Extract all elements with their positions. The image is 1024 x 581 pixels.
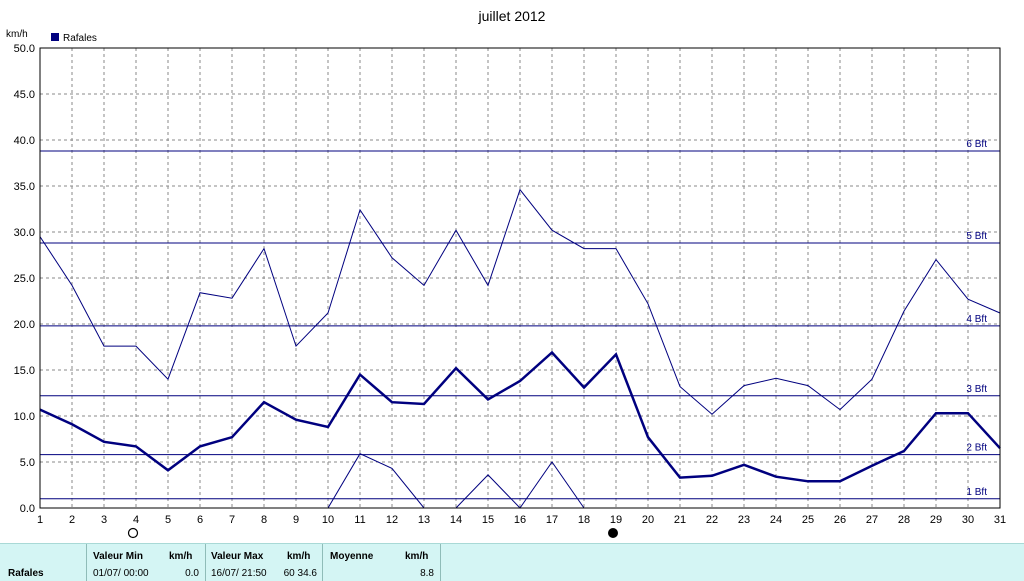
x-tick-label: 16	[514, 514, 526, 526]
y-tick-label: 35.0	[14, 181, 35, 193]
x-tick-label: 20	[642, 514, 654, 526]
series-line-mean	[39, 350, 1001, 483]
x-tick-label: 21	[674, 514, 686, 526]
statistics-footer: Rafales Valeur Min km/h 01/07/ 00:00 0.0…	[0, 543, 1024, 581]
x-tick-label: 6	[197, 514, 203, 526]
y-tick-label: 40.0	[14, 135, 35, 147]
mean-value: 8.8	[420, 568, 434, 579]
legend-label: Rafales	[63, 33, 97, 44]
y-tick-label: 50.0	[14, 43, 35, 55]
y-tick-label: 0.0	[20, 503, 35, 515]
y-tick-labels: 0.0 5.0 10.0 15.0 20.0 25.0 30.0 35.0 40.0 45.0 50…	[14, 43, 35, 515]
legend: Rafales	[51, 33, 97, 44]
beaufort-label: 2 Bft	[966, 443, 987, 454]
x-tick-label: 3	[101, 514, 107, 526]
x-tick-label: 2	[69, 514, 75, 526]
x-tick-label: 8	[261, 514, 267, 526]
x-tick-label: 15	[482, 514, 494, 526]
beaufort-label: 5 Bft	[966, 231, 987, 242]
x-tick-label: 31	[994, 514, 1006, 526]
footer-max-cell: Valeur Max km/h 16/07/ 21:50 60 34.6	[206, 544, 323, 581]
x-tick-label: 1	[37, 514, 43, 526]
x-tick-label: 27	[866, 514, 878, 526]
min-header: Valeur Min	[93, 551, 144, 562]
y-tick-label: 45.0	[14, 89, 35, 101]
beaufort-label: 6 Bft	[966, 139, 987, 150]
y-tick-label: 10.0	[14, 411, 35, 423]
moon-phase-markers	[127, 527, 618, 539]
footer-mean-cell: Moyenne km/h 8.8	[323, 544, 441, 581]
footer-series-label: Rafales	[8, 568, 44, 579]
mean-unit: km/h	[405, 551, 429, 562]
x-tick-label: 11	[354, 514, 365, 526]
x-tick-label: 18	[578, 514, 590, 526]
max-date: 16/07/ 21:50	[211, 568, 267, 579]
beaufort-label: 1 Bft	[966, 487, 987, 498]
y-tick-label: 25.0	[14, 273, 35, 285]
x-tick-label: 25	[802, 514, 814, 526]
max-unit: km/h	[287, 551, 311, 562]
x-tick-label: 13	[418, 514, 430, 526]
x-tick-label: 28	[898, 514, 910, 526]
beaufort-label: 4 Bft	[966, 314, 987, 325]
x-tick-label: 24	[770, 514, 782, 526]
x-tick-label: 17	[546, 514, 558, 526]
x-tick-label: 9	[293, 514, 299, 526]
footer-series-cell: Rafales	[0, 544, 87, 581]
x-tick-label: 4	[133, 514, 139, 526]
wind-gust-chart: juillet 2012 km/h Rafales 1 Bft 2 Bft 3 Bf…	[6, 8, 1006, 539]
grid	[40, 48, 1000, 508]
beaufort-label: 3 Bft	[966, 384, 987, 395]
x-tick-label: 10	[322, 514, 334, 526]
x-tick-label: 19	[610, 514, 622, 526]
max-value: 60 34.6	[283, 568, 317, 579]
plot-frame	[39, 47, 1001, 509]
beaufort-lines: 1 Bft 2 Bft 3 Bft 4 Bft 5 Bft 6 Bft	[40, 139, 1000, 500]
y-tick-label: 30.0	[14, 227, 35, 239]
min-value: 0.0	[185, 568, 199, 579]
max-header: Valeur Max	[211, 551, 264, 562]
x-tick-label: 22	[706, 514, 718, 526]
x-tick-label: 23	[738, 514, 750, 526]
min-date: 01/07/ 00:00	[93, 568, 149, 579]
x-tick-labels: 1 2 3 4 5 6 7 8 9 10 11 12 13 14 15 16 17 18 19 20 21 22 23 24 2…	[37, 514, 1006, 526]
x-tick-label: 14	[450, 514, 462, 526]
chart-title: juillet 2012	[478, 8, 546, 24]
x-tick-label: 26	[834, 514, 846, 526]
x-tick-label: 7	[229, 514, 235, 526]
y-tick-label: 20.0	[14, 319, 35, 331]
min-unit: km/h	[169, 551, 193, 562]
x-tick-label: 5	[165, 514, 171, 526]
mean-header: Moyenne	[330, 551, 374, 562]
series-line-max	[39, 188, 1001, 415]
footer-min-cell: Valeur Min km/h 01/07/ 00:00 0.0	[87, 544, 206, 581]
full-moon-icon	[127, 527, 139, 539]
x-tick-label: 12	[386, 514, 398, 526]
x-tick-label: 29	[930, 514, 942, 526]
x-tick-label: 30	[962, 514, 974, 526]
y-axis-unit: km/h	[6, 29, 28, 40]
new-moon-icon	[608, 528, 618, 538]
y-tick-label: 15.0	[14, 365, 35, 377]
legend-swatch	[51, 33, 59, 41]
y-tick-label: 5.0	[20, 457, 35, 469]
